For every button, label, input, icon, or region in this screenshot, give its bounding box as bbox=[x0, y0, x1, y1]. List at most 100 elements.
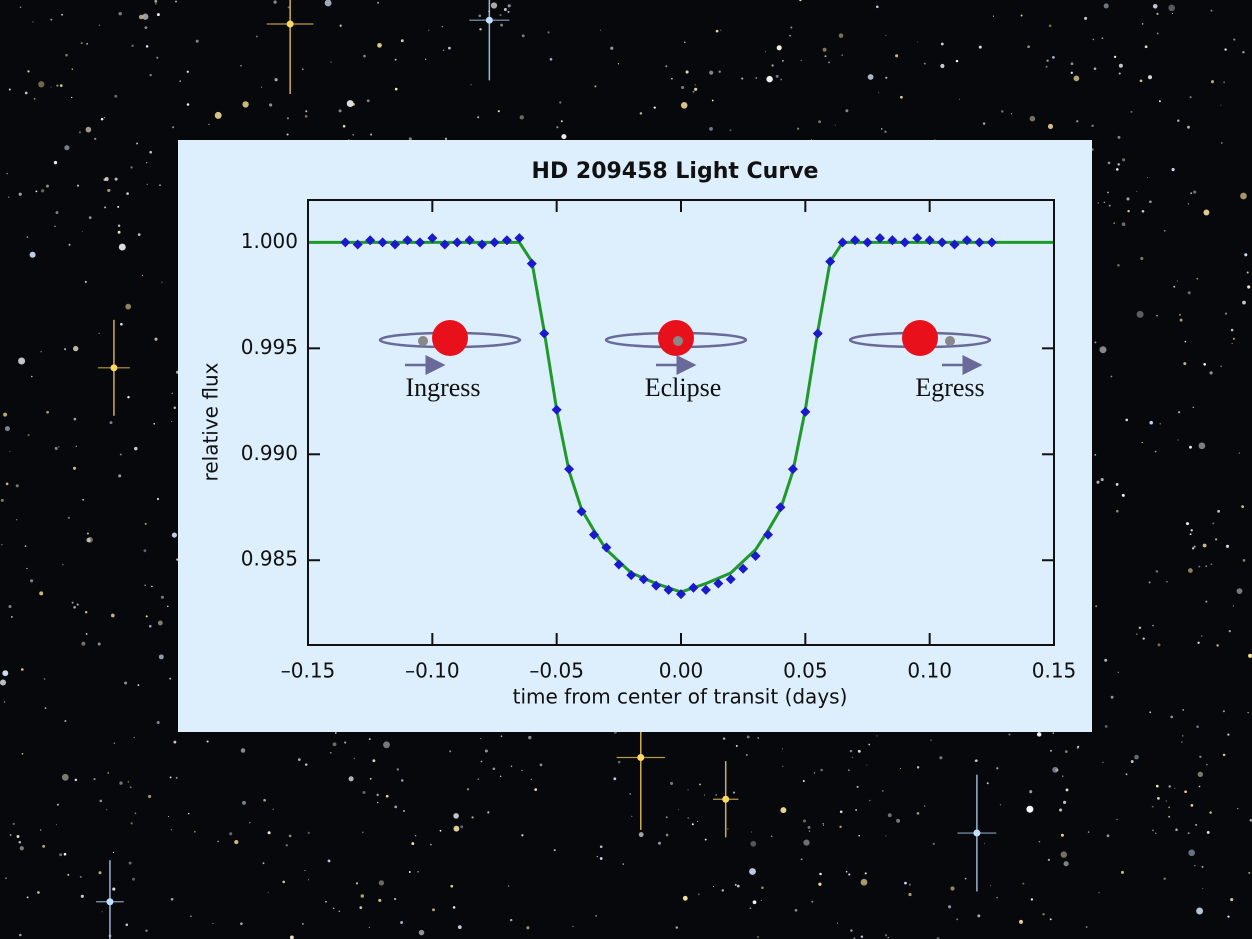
star bbox=[1182, 708, 1185, 711]
star bbox=[807, 825, 811, 829]
data-point bbox=[924, 235, 935, 246]
data-point bbox=[676, 589, 686, 600]
star bbox=[145, 162, 148, 164]
star bbox=[19, 6, 22, 9]
star bbox=[964, 877, 967, 880]
star bbox=[1220, 365, 1222, 368]
star bbox=[261, 86, 263, 88]
star bbox=[1136, 190, 1138, 192]
star bbox=[1190, 529, 1193, 532]
star bbox=[368, 926, 370, 928]
star bbox=[112, 851, 115, 854]
star bbox=[428, 29, 430, 31]
star bbox=[1125, 773, 1128, 776]
star bbox=[694, 87, 698, 91]
star bbox=[155, 3, 157, 5]
star bbox=[1187, 203, 1189, 205]
star bbox=[363, 54, 366, 58]
star bbox=[1182, 735, 1184, 737]
star bbox=[507, 10, 510, 13]
star bbox=[617, 63, 620, 65]
star bbox=[16, 835, 20, 838]
star bbox=[1101, 37, 1104, 40]
star bbox=[1228, 629, 1231, 633]
star bbox=[171, 392, 173, 395]
star bbox=[471, 816, 474, 819]
data-point bbox=[862, 237, 873, 248]
star bbox=[1192, 406, 1194, 408]
star bbox=[86, 42, 89, 45]
star bbox=[154, 337, 158, 341]
star bbox=[1184, 790, 1187, 794]
x-tick-label: –0.05 bbox=[529, 659, 584, 683]
star bbox=[175, 776, 178, 779]
star bbox=[1085, 926, 1088, 928]
star bbox=[899, 767, 901, 769]
data-point bbox=[414, 237, 425, 248]
star bbox=[1060, 833, 1064, 837]
star bbox=[113, 742, 116, 744]
star bbox=[307, 879, 310, 881]
star bbox=[59, 84, 63, 87]
x-tick-label: –0.15 bbox=[281, 659, 336, 683]
star bbox=[750, 840, 757, 847]
star bbox=[40, 189, 45, 193]
star bbox=[98, 24, 100, 26]
star bbox=[480, 738, 482, 740]
star bbox=[1196, 907, 1204, 915]
star bbox=[1113, 222, 1116, 225]
star bbox=[975, 759, 978, 762]
star bbox=[1100, 478, 1104, 482]
star bbox=[400, 779, 404, 782]
star bbox=[1036, 732, 1042, 737]
star bbox=[1060, 851, 1067, 858]
star bbox=[452, 906, 456, 909]
star bbox=[355, 882, 359, 885]
star bbox=[665, 816, 668, 819]
star bbox=[1049, 918, 1052, 921]
data-point bbox=[514, 233, 525, 244]
star bbox=[130, 166, 133, 169]
star bbox=[477, 778, 479, 780]
star bbox=[269, 103, 273, 107]
star bbox=[274, 78, 278, 82]
star bbox=[8, 604, 12, 609]
star bbox=[771, 835, 773, 837]
star bbox=[720, 29, 722, 31]
star bbox=[653, 106, 656, 109]
star bbox=[794, 908, 798, 912]
star bbox=[1197, 771, 1203, 777]
star bbox=[134, 812, 137, 815]
star bbox=[1117, 135, 1121, 139]
data-point bbox=[825, 256, 836, 267]
data-point bbox=[576, 506, 587, 517]
star bbox=[692, 90, 695, 93]
star bbox=[156, 13, 160, 17]
star bbox=[145, 929, 148, 932]
star bbox=[940, 63, 945, 69]
star bbox=[1171, 168, 1175, 172]
star bbox=[161, 281, 163, 283]
star bbox=[255, 35, 258, 38]
star bbox=[1185, 522, 1190, 526]
data-point bbox=[377, 237, 388, 248]
star bbox=[457, 925, 462, 929]
star bbox=[572, 925, 574, 928]
star bbox=[500, 735, 503, 738]
data-point bbox=[800, 406, 811, 417]
star bbox=[818, 120, 822, 124]
star bbox=[629, 793, 632, 795]
data-point bbox=[887, 235, 898, 246]
star bbox=[1136, 310, 1144, 318]
star bbox=[916, 766, 920, 769]
star bbox=[757, 936, 759, 938]
star bbox=[845, 870, 848, 873]
star bbox=[526, 926, 530, 930]
data-point bbox=[937, 237, 948, 248]
star bbox=[1102, 761, 1104, 763]
star bbox=[149, 624, 152, 628]
star bbox=[1136, 633, 1138, 635]
star bbox=[1087, 831, 1090, 833]
star bbox=[88, 216, 92, 219]
star bbox=[479, 28, 482, 31]
